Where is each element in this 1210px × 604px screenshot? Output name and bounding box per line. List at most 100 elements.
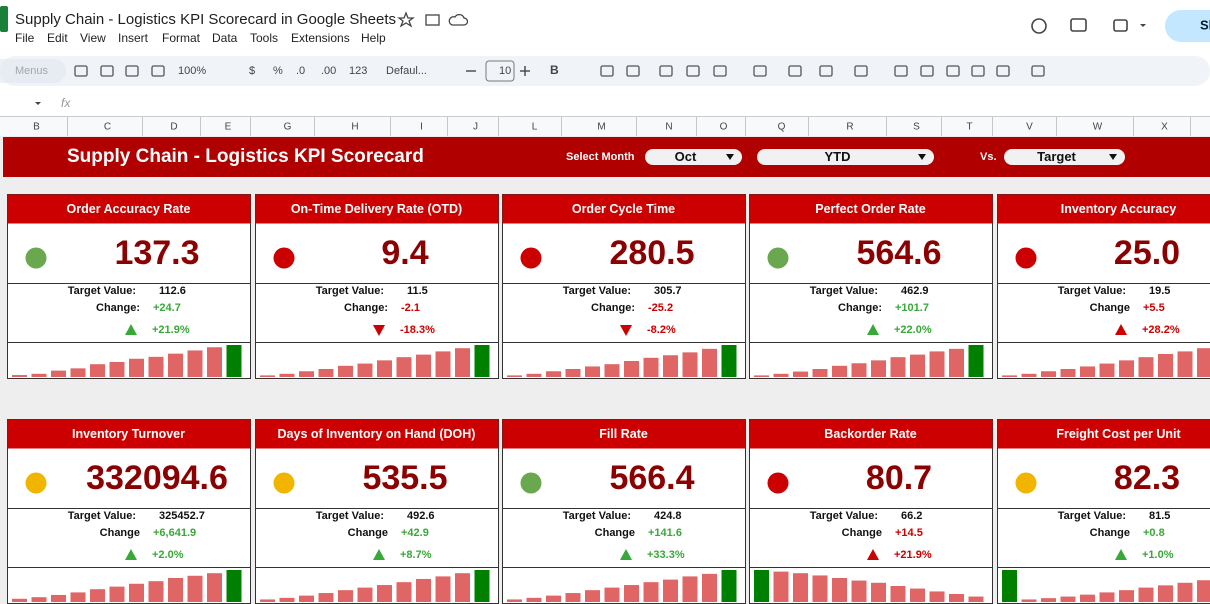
toolbar-item[interactable]: 100% xyxy=(178,65,206,77)
cloud-icon[interactable] xyxy=(448,13,469,26)
column-header[interactable]: W xyxy=(1093,122,1103,133)
card xyxy=(749,194,993,379)
dropdown-caret[interactable] xyxy=(918,154,926,160)
column-header[interactable]: G xyxy=(284,122,292,133)
change-value: +6,641.9 xyxy=(153,527,196,539)
change-pct: +28.2% xyxy=(1142,324,1180,336)
dropdown[interactable] xyxy=(1004,149,1125,165)
card xyxy=(502,194,746,379)
dropdown-caret[interactable] xyxy=(726,154,734,160)
status-dot xyxy=(1015,472,1037,494)
menu-item[interactable]: Edit xyxy=(47,31,68,45)
toolbar-icon[interactable] xyxy=(788,65,802,77)
toolbar-icon[interactable] xyxy=(946,65,960,77)
menu-item[interactable]: Format xyxy=(162,31,201,45)
menus-search[interactable] xyxy=(0,59,66,83)
column-header[interactable]: V xyxy=(1026,122,1033,133)
dropdown[interactable] xyxy=(645,149,742,165)
menu-item[interactable]: Insert xyxy=(118,31,149,45)
trend-bar xyxy=(416,578,431,602)
menu-item[interactable]: Data xyxy=(212,31,238,45)
toolbar-item[interactable]: 10 xyxy=(499,65,511,77)
toolbar-icon[interactable] xyxy=(151,65,165,77)
change-pct: -8.2% xyxy=(647,324,676,336)
toolbar-icon[interactable] xyxy=(125,65,139,77)
menu-item[interactable]: View xyxy=(80,31,106,45)
toolbar-icon[interactable] xyxy=(996,65,1010,77)
menu-item[interactable]: File xyxy=(15,31,35,45)
menu-item[interactable]: Tools xyxy=(250,31,278,45)
toolbar-icon[interactable] xyxy=(819,65,833,77)
change-pct: +33.3% xyxy=(647,549,685,561)
toolbar-icon[interactable] xyxy=(659,65,673,77)
folder-icon[interactable] xyxy=(425,14,440,26)
dropdown[interactable] xyxy=(757,149,934,165)
column-header[interactable]: C xyxy=(104,122,111,133)
column-header[interactable]: R xyxy=(846,122,853,133)
share-button[interactable] xyxy=(1165,10,1210,42)
trend-bar xyxy=(396,582,412,602)
toolbar-icon[interactable] xyxy=(753,65,767,77)
toolbar-icon[interactable] xyxy=(971,65,985,77)
toolbar-icon[interactable] xyxy=(920,65,934,77)
toolbar-item[interactable]: Defaul... xyxy=(386,65,427,77)
menu-item[interactable]: Extensions xyxy=(291,31,350,45)
trend-bar xyxy=(31,373,47,377)
column-header[interactable]: J xyxy=(473,122,478,133)
dropdown-value[interactable]: Target xyxy=(1037,149,1076,164)
history-icon[interactable] xyxy=(1031,18,1047,34)
comment-icon[interactable] xyxy=(1070,18,1087,32)
toolbar-item[interactable]: 123 xyxy=(349,65,367,77)
column-header[interactable]: E xyxy=(225,122,232,133)
column-header[interactable]: H xyxy=(351,122,358,133)
dropdown-value[interactable]: Oct xyxy=(675,149,697,164)
column-header[interactable]: X xyxy=(1161,122,1168,133)
menu-item[interactable]: Help xyxy=(361,31,386,45)
trend-bar xyxy=(474,345,490,377)
column-header[interactable]: O xyxy=(720,122,728,133)
column-header[interactable]: D xyxy=(170,122,177,133)
toolbar-item[interactable]: .00 xyxy=(321,65,336,77)
column-header[interactable]: L xyxy=(532,122,538,133)
column-header[interactable]: T xyxy=(966,122,972,133)
trend-bar xyxy=(207,347,222,377)
toolbar-item[interactable]: B xyxy=(550,63,559,77)
toolbar-icon[interactable] xyxy=(686,65,700,77)
column-header[interactable]: S xyxy=(913,122,920,133)
toolbar-icon[interactable] xyxy=(626,65,640,77)
target-value: 66.2 xyxy=(901,510,922,522)
toolbar-icon[interactable] xyxy=(854,65,868,77)
toolbar-icon[interactable] xyxy=(100,65,114,77)
toolbar-icon[interactable] xyxy=(713,65,727,77)
font-size-box[interactable] xyxy=(485,60,515,82)
toolbar-icon[interactable] xyxy=(600,65,614,77)
meet-caret[interactable] xyxy=(1140,24,1146,27)
column-header[interactable]: I xyxy=(420,122,423,133)
trend-bar xyxy=(546,595,561,602)
toolbar-item[interactable]: % xyxy=(273,65,283,77)
toolbar-icon[interactable] xyxy=(894,65,908,77)
change-label: Change: xyxy=(96,302,140,314)
change-label: Change xyxy=(1090,302,1130,314)
share-label[interactable]: Share xyxy=(1200,17,1210,32)
card-title: Fill Rate xyxy=(599,427,648,441)
toolbar-bg xyxy=(0,56,1210,86)
toolbar-icon[interactable] xyxy=(1031,65,1045,77)
column-header[interactable]: B xyxy=(33,122,40,133)
namebox-caret[interactable] xyxy=(35,102,41,105)
column-header[interactable]: N xyxy=(665,122,672,133)
dropdown-value[interactable]: YTD xyxy=(825,149,851,164)
toolbar-icon[interactable] xyxy=(74,65,88,77)
column-header[interactable]: Q xyxy=(778,122,786,133)
column-header[interactable]: M xyxy=(597,122,605,133)
trend-bar xyxy=(526,373,542,377)
dropdown-caret[interactable] xyxy=(1109,154,1117,160)
status-dot xyxy=(273,472,295,494)
star-icon[interactable] xyxy=(397,11,415,28)
toolbar-item[interactable]: $ xyxy=(249,65,255,77)
toolbar-item[interactable]: .0 xyxy=(296,65,305,77)
kpi-value: 280.5 xyxy=(609,234,694,272)
column-header-bg xyxy=(0,117,1210,136)
trend-bar xyxy=(12,375,27,377)
meet-icon[interactable] xyxy=(1113,19,1128,32)
